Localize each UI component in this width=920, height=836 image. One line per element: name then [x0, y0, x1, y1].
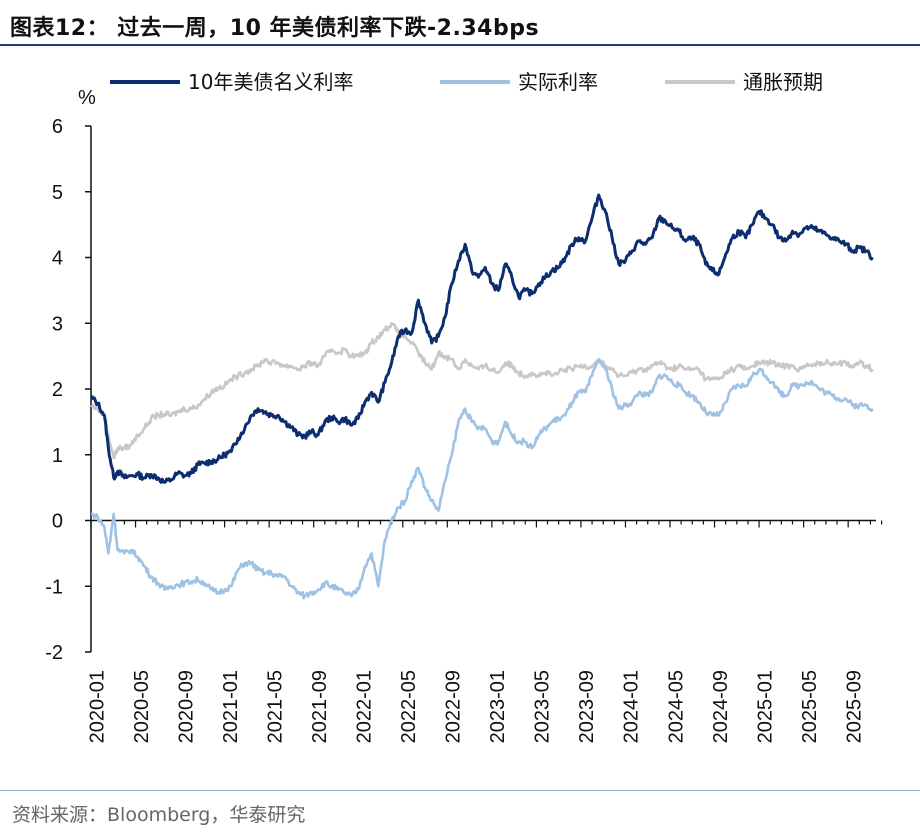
x-tick-label: 2022-05	[398, 670, 420, 743]
y-tick-label: 4	[52, 248, 63, 270]
x-tick-label: 2023-01	[487, 670, 509, 743]
y-tick-label: -2	[45, 642, 63, 664]
y-tick-label: 1	[52, 445, 63, 467]
y-tick-label: -1	[45, 576, 63, 598]
x-tick-label: 2024-05	[665, 670, 687, 743]
series-group	[90, 193, 874, 600]
chart-title: 图表12： 过去一周，10 年美债利率下跌-2.34bps	[10, 16, 540, 41]
series-line-inflation	[90, 321, 874, 460]
legend: 10年美债名义利率 实际利率 通胀预期	[110, 70, 823, 94]
y-tick-label: 2	[52, 379, 63, 401]
x-tick-label: 2020-09	[175, 670, 197, 743]
x-tick-label: 2022-09	[443, 670, 465, 743]
title-divider	[0, 44, 920, 46]
x-tick-label: 2020-01	[86, 670, 108, 743]
legend-label: 10年美债名义利率	[188, 70, 353, 94]
series-line-real	[90, 358, 874, 600]
axes: -2 -1 0 1 2 3 4 5 6 2020-01 2020-05 2020-09 2021-01 2…	[45, 116, 883, 743]
legend-label: 通胀预期	[743, 70, 823, 94]
x-tick-label: 2021-05	[264, 670, 286, 743]
x-tick-label: 2022-01	[354, 670, 376, 743]
y-tick-label: 5	[52, 182, 63, 204]
y-axis-label: %	[78, 87, 96, 109]
x-tick-label: 2025-09	[843, 670, 865, 743]
x-tick-label: 2023-05	[532, 670, 554, 743]
y-tick-label: 0	[52, 511, 63, 533]
x-tick-label: 2025-01	[754, 670, 776, 743]
x-tick-label: 2021-09	[309, 670, 331, 743]
x-tick-label: 2025-05	[799, 670, 821, 743]
x-tick-label: 2023-09	[576, 670, 598, 743]
y-tick-label: 6	[52, 116, 63, 138]
source-note: 资料来源：Bloomberg，华泰研究	[12, 804, 306, 826]
x-tick-label: 2020-05	[131, 670, 153, 743]
x-tick-label: 2021-01	[220, 670, 242, 743]
x-tick-label: 2024-01	[621, 670, 643, 743]
x-tick-label: 2024-09	[710, 670, 732, 743]
series-line-nominal	[90, 193, 874, 484]
legend-label: 实际利率	[518, 70, 598, 94]
line-chart: -2 -1 0 1 2 3 4 5 6 2020-01 2020-05 2020-09 2021-01 2…	[45, 70, 883, 743]
footer-divider	[0, 790, 920, 791]
y-tick-label: 3	[52, 313, 63, 335]
